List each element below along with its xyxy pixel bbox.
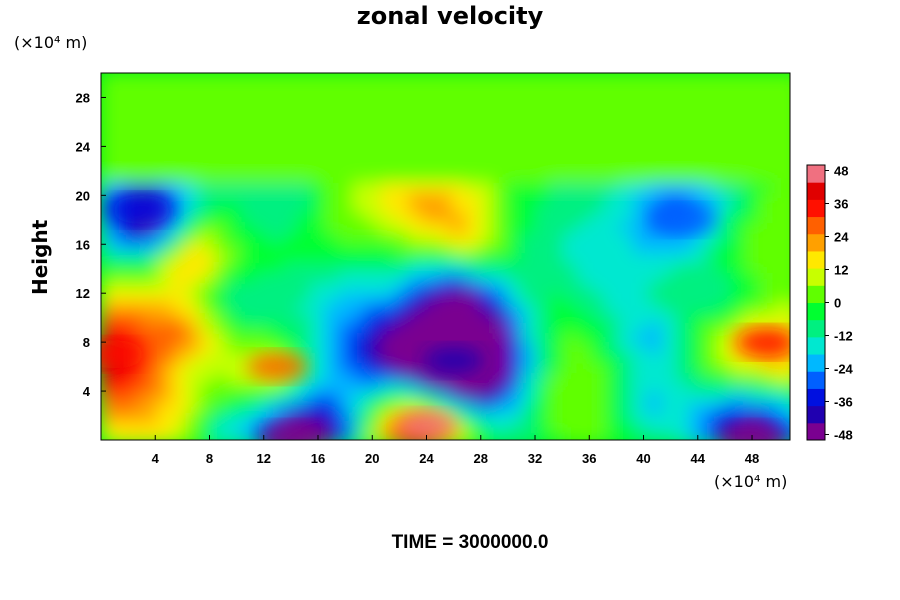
x-tick-label: 40 — [636, 451, 650, 466]
colorbar-segment — [807, 354, 825, 372]
field-feature — [260, 423, 321, 440]
y-tick-label: 24 — [76, 139, 91, 154]
colorbar-segment — [807, 199, 825, 218]
x-tick-label: 24 — [419, 451, 434, 466]
field-feature — [247, 352, 308, 381]
x-tick-label: 20 — [365, 451, 379, 466]
colorbar-tick-label: 0 — [834, 296, 841, 311]
velocity-field — [101, 73, 790, 440]
y-tick-label: 8 — [83, 335, 90, 350]
y-axis-ticks: 4 8 12 16 20 24 28 — [76, 90, 106, 399]
colorbar-segment — [807, 165, 825, 183]
x-axis-unit: (×10⁴ m) — [714, 472, 788, 491]
colorbar-tick-label: -24 — [834, 362, 854, 377]
x-tick-label: 32 — [528, 451, 542, 466]
field-feature — [735, 328, 790, 357]
colorbar-segment — [807, 182, 825, 200]
plot-area — [100, 72, 791, 441]
field-feature — [423, 346, 484, 375]
colorbar-tick-label: -48 — [834, 428, 853, 443]
y-tick-label: 12 — [76, 286, 90, 301]
colorbar-segment — [807, 405, 825, 424]
colorbar-segment — [807, 233, 825, 252]
colorbar-segment — [807, 216, 825, 235]
colorbar: 48 36 24 12 0 -12 -24 -36 -48 — [806, 164, 854, 443]
field-feature — [111, 196, 172, 225]
x-tick-label: 4 — [152, 451, 160, 466]
colorbar-segment — [807, 388, 825, 407]
y-tick-label: 28 — [76, 90, 90, 105]
colorbar-segment — [807, 336, 825, 355]
x-tick-label: 12 — [257, 451, 271, 466]
y-axis-unit: (×10⁴ m) — [14, 33, 88, 52]
time-label: TIME = 3000000.0 — [391, 532, 549, 553]
y-tick-label: 20 — [76, 188, 90, 203]
colorbar-segment — [807, 371, 825, 389]
field-feature — [654, 205, 715, 234]
y-tick-label: 16 — [76, 237, 90, 252]
field-texture — [101, 73, 790, 440]
chart-title: zonal velocity — [356, 2, 544, 30]
plot-frame — [100, 72, 791, 441]
y-tick-label: 4 — [83, 384, 91, 399]
x-tick-label: 48 — [745, 451, 759, 466]
colorbar-tick-label: -12 — [834, 329, 853, 344]
x-tick-label: 16 — [311, 451, 325, 466]
colorbar-segment — [807, 319, 825, 338]
colorbar-tick-label: -36 — [834, 395, 853, 410]
field-feature — [101, 340, 145, 369]
x-tick-label: 28 — [474, 451, 488, 466]
colorbar-tick-label: 36 — [834, 197, 848, 212]
x-tick-label: 8 — [206, 451, 213, 466]
colorbar-tick-label: 12 — [834, 263, 848, 278]
colorbar-segment — [807, 268, 825, 286]
x-tick-label: 36 — [582, 451, 596, 466]
field-feature — [396, 411, 457, 440]
colorbar-segment — [807, 250, 825, 269]
field-feature — [722, 423, 783, 440]
colorbar-tick-label: 48 — [834, 164, 848, 179]
x-axis-ticks: 4 8 12 16 20 24 28 32 36 40 44 48 — [152, 435, 759, 466]
colorbar-segment — [807, 285, 825, 303]
x-tick-label: 44 — [691, 451, 706, 466]
colorbar-tick-label: 24 — [834, 230, 849, 245]
colorbar-segment — [807, 302, 825, 321]
colorbar-segment — [807, 422, 825, 441]
